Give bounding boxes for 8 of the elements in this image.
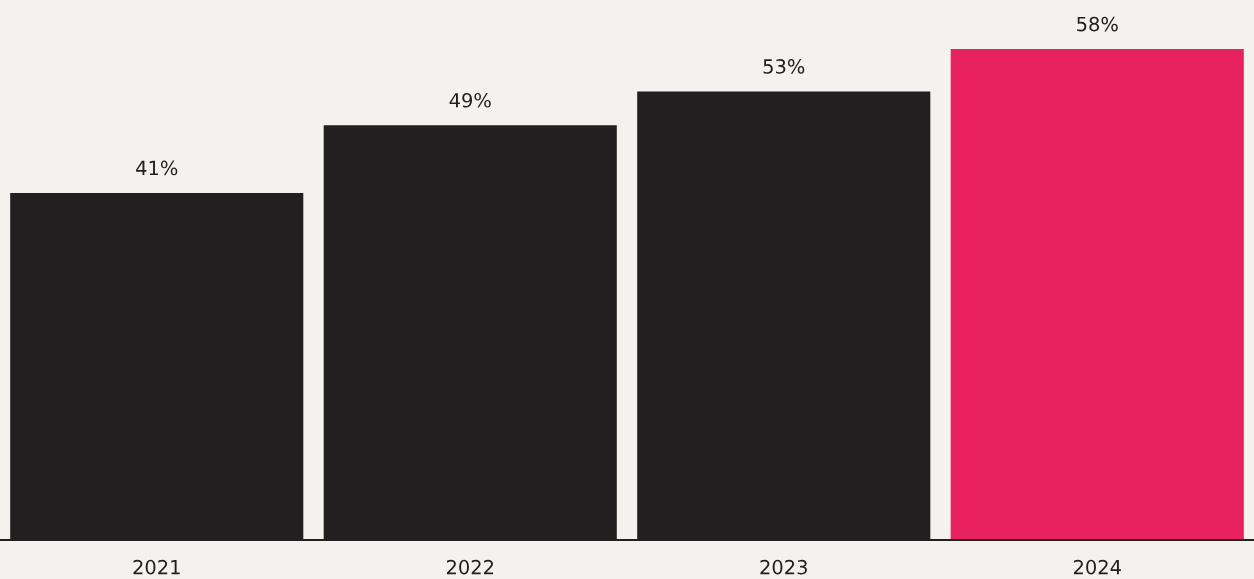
data-label: 49%: [449, 92, 491, 108]
data-label: 53%: [763, 59, 805, 74]
x-tick-label: 2022: [446, 559, 494, 575]
x-tick-label: 2023: [760, 559, 807, 575]
x-tick-label: 2024: [1073, 559, 1121, 575]
data-label: 58%: [1077, 16, 1118, 32]
x-tick-label: 2021: [133, 559, 180, 575]
data-label: 41%: [136, 160, 178, 176]
